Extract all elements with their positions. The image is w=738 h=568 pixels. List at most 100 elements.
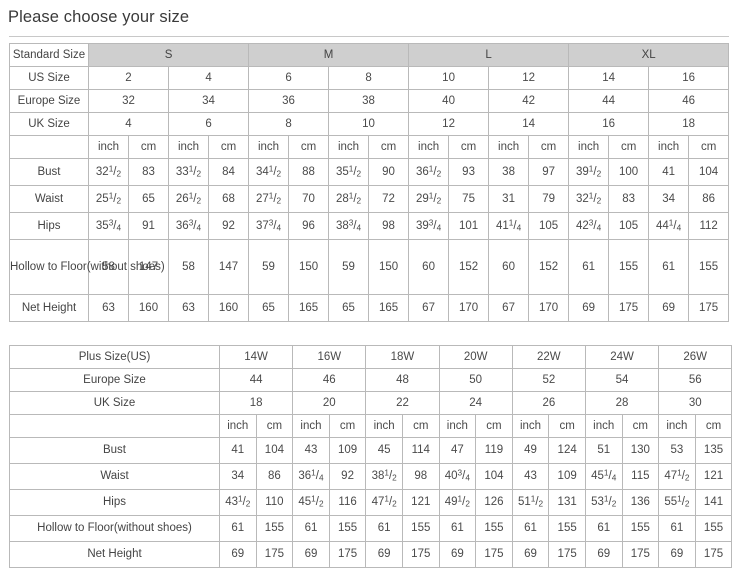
value-cm: 121 xyxy=(694,463,733,490)
row-label-waist: Waist xyxy=(9,185,89,213)
value-inch: 391/2 xyxy=(568,158,610,186)
value-inch: 321/2 xyxy=(88,158,129,186)
plus-size-value: 20W xyxy=(438,345,513,369)
unit-header-cm: cm xyxy=(694,414,733,438)
uk-size-value: 30 xyxy=(658,391,733,415)
size-group-l: L xyxy=(408,43,570,67)
value-cm: 155 xyxy=(475,515,513,542)
value-cm: 155 xyxy=(401,515,440,542)
value-inch: 271/2 xyxy=(248,185,290,213)
value-inch: 61 xyxy=(584,515,623,542)
row-label-waist: Waist xyxy=(9,463,220,490)
unit-header-inch: inch xyxy=(658,414,696,438)
size-group-m: M xyxy=(248,43,410,67)
europe-size-row: Europe Size 44 46 48 50 52 54 56 xyxy=(9,368,733,392)
uk-size-value: 4 xyxy=(88,112,169,136)
value-cm: 155 xyxy=(548,515,586,542)
value-cm: 104 xyxy=(255,437,294,464)
row-label-standard-size: Standard Size xyxy=(9,43,89,67)
value-inch: 471/2 xyxy=(365,489,403,516)
unit-header-inch: inch xyxy=(292,414,330,438)
value-inch: 331/2 xyxy=(168,158,209,186)
value-cm: 152 xyxy=(528,239,570,295)
unit-header-inch: inch xyxy=(219,414,257,438)
europe-size-value: 44 xyxy=(218,368,294,392)
us-size-value: 12 xyxy=(488,66,570,90)
value-inch: 53 xyxy=(658,437,696,464)
value-cm: 121 xyxy=(401,489,440,516)
value-inch: 61 xyxy=(292,515,330,542)
size-group-s: S xyxy=(87,43,250,67)
europe-size-value: 50 xyxy=(438,368,513,392)
value-inch: 373/4 xyxy=(248,212,290,240)
value-cm: 109 xyxy=(548,463,586,490)
value-cm: 92 xyxy=(207,212,250,240)
unit-header-cm: cm xyxy=(207,135,250,159)
value-inch: 51 xyxy=(584,437,623,464)
value-inch: 61 xyxy=(219,515,257,542)
us-size-value: 6 xyxy=(248,66,330,90)
value-inch: 41 xyxy=(219,437,257,464)
unit-header-inch: inch xyxy=(488,135,530,159)
value-inch: 61 xyxy=(658,515,696,542)
value-cm: 98 xyxy=(368,212,410,240)
value-cm: 109 xyxy=(328,437,367,464)
value-cm: 175 xyxy=(688,294,730,322)
value-inch: 531/2 xyxy=(584,489,623,516)
value-inch: 58 xyxy=(168,239,209,295)
value-cm: 83 xyxy=(608,185,650,213)
value-cm: 175 xyxy=(401,541,440,568)
unit-header-inch: inch xyxy=(408,135,450,159)
value-cm: 170 xyxy=(528,294,570,322)
plus-size-value: 14W xyxy=(218,345,294,369)
europe-size-row: Europe Size 32 34 36 38 40 42 44 46 xyxy=(9,89,730,113)
us-size-value: 4 xyxy=(167,66,250,90)
value-cm: 114 xyxy=(401,437,440,464)
plus-size-chart-body: Plus Size(US) 14W 16W 18W 20W 22W 24W 26W Europe… xyxy=(9,345,733,568)
value-cm: 119 xyxy=(475,437,513,464)
value-inch: 361/2 xyxy=(408,158,450,186)
uk-size-value: 14 xyxy=(488,112,570,136)
row-label-net-height: Net Height xyxy=(9,294,89,322)
value-inch: 69 xyxy=(658,541,696,568)
uk-size-value: 26 xyxy=(511,391,586,415)
europe-size-value: 44 xyxy=(568,89,650,113)
row-label-hollow-to-floor: Hollow to Floor(without shoes) xyxy=(9,239,165,295)
plus-size-row: Plus Size(US) 14W 16W 18W 20W 22W 24W 26W xyxy=(9,345,733,369)
row-label-unit xyxy=(9,414,220,438)
value-cm: 124 xyxy=(548,437,586,464)
europe-size-value: 40 xyxy=(408,89,490,113)
uk-size-row: UK Size 4 6 8 10 12 14 16 18 xyxy=(9,112,730,136)
value-cm: 88 xyxy=(288,158,330,186)
measurement-row-net-height: Net Height 63 160 63 160 65 165 65 165 67 170 67 170… xyxy=(9,294,730,322)
value-cm: 86 xyxy=(688,185,730,213)
value-inch: 61 xyxy=(438,515,477,542)
value-inch: 59 xyxy=(248,239,290,295)
unit-header-cm: cm xyxy=(368,135,410,159)
unit-header-inch: inch xyxy=(568,135,610,159)
value-inch: 291/2 xyxy=(408,185,450,213)
value-cm: 90 xyxy=(368,158,410,186)
unit-header-inch: inch xyxy=(248,135,290,159)
unit-header-inch: inch xyxy=(168,135,209,159)
value-inch: 321/2 xyxy=(568,185,610,213)
value-inch: 69 xyxy=(568,294,610,322)
value-cm: 83 xyxy=(128,158,169,186)
value-inch: 47 xyxy=(438,437,477,464)
europe-size-value: 46 xyxy=(648,89,730,113)
unit-header-inch: inch xyxy=(438,414,477,438)
value-inch: 49 xyxy=(511,437,550,464)
row-label-bust: Bust xyxy=(9,437,220,464)
uk-size-value: 18 xyxy=(218,391,294,415)
measurement-row-waist: Waist 251/2 65 261/2 68 271/2 70 281/2 72 291/2 75… xyxy=(9,185,730,213)
row-label-plus-size: Plus Size(US) xyxy=(9,345,220,369)
europe-size-value: 56 xyxy=(658,368,733,392)
value-cm: 141 xyxy=(694,489,733,516)
uk-size-value: 10 xyxy=(328,112,410,136)
value-inch: 353/4 xyxy=(88,212,129,240)
unit-row: inch cm inch cm inch cm inch cm inch cm inch cm inch… xyxy=(9,414,733,438)
value-inch: 411/4 xyxy=(488,212,530,240)
value-inch: 61 xyxy=(511,515,550,542)
value-cm: 100 xyxy=(608,158,650,186)
value-inch: 65 xyxy=(248,294,290,322)
